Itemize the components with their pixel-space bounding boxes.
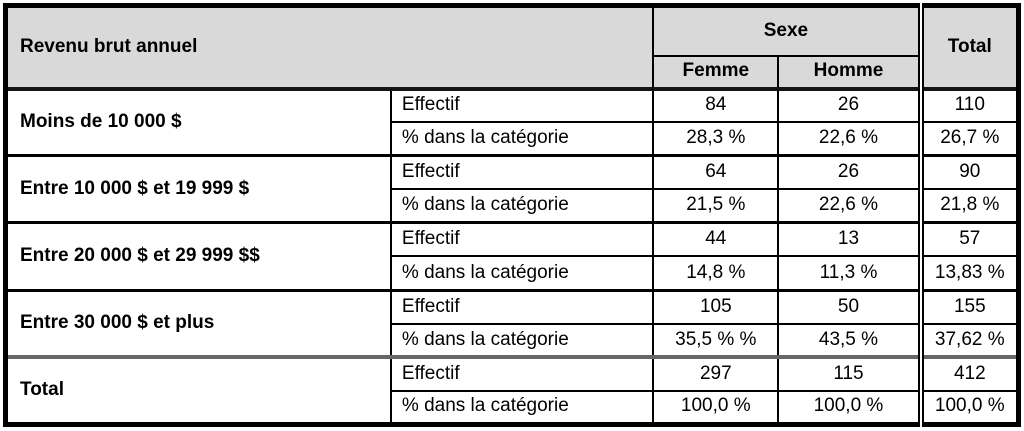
- category-cell: Entre 30 000 $ et plus: [4, 288, 392, 359]
- table-row: % dans la catégorie 28,3 % 22,6 % 26,7 %: [6, 121, 1020, 157]
- pct-label: % dans la catégorie: [389, 322, 655, 359]
- value-homme: 50: [777, 288, 922, 325]
- value-femme: 21,5 %: [652, 188, 780, 224]
- category-cell: Moins de 10 000 $: [4, 86, 392, 157]
- crosstab-table: Revenu brut annuel Sexe Total Femme Homm…: [3, 3, 1021, 427]
- value-homme: 115: [777, 355, 922, 392]
- value-total: 110: [917, 86, 1020, 124]
- category-cell: Entre 10 000 $ et 19 999 $: [4, 154, 392, 224]
- header-sexe: Sexe: [652, 4, 922, 57]
- table-row: Moins de 10 000 $ Effectif 84 26 110: [4, 86, 1020, 157]
- pct-label: % dans la catégorie: [389, 188, 655, 224]
- value-femme: 35,5 % %: [652, 322, 780, 359]
- header-homme: Homme: [777, 54, 922, 90]
- category-cell: Entre 20 000 $ et 29 999 $$: [4, 221, 392, 292]
- value-femme: 28,3 %: [652, 121, 780, 157]
- value-total: 21,8 %: [917, 188, 1020, 224]
- table-row: % dans la catégorie 100,0 % 100,0 % 100,…: [6, 389, 1020, 426]
- table-row: Entre 10 000 $ et 19 999 $ Effectif 64 2…: [4, 154, 1020, 224]
- value-total: 412: [917, 355, 1020, 392]
- table-row: % dans la catégorie 35,5 % % 43,5 % 37,6…: [6, 322, 1020, 359]
- value-homme: 11,3 %: [777, 255, 922, 292]
- value-femme: 84: [652, 86, 780, 124]
- value-homme: 22,6 %: [777, 121, 922, 157]
- value-total: 13,83 %: [917, 255, 1020, 292]
- value-total: 90: [917, 154, 1020, 191]
- value-homme: 22,6 %: [777, 188, 922, 224]
- value-total: 155: [917, 288, 1020, 325]
- table-row: Total Effectif 297 115 412: [4, 355, 1020, 426]
- effectif-label: Effectif: [389, 355, 655, 392]
- effectif-label: Effectif: [389, 221, 655, 258]
- value-homme: 100,0 %: [777, 389, 922, 426]
- value-femme: 14,8 %: [652, 255, 780, 292]
- value-femme: 105: [652, 288, 780, 325]
- pct-label: % dans la catégorie: [389, 121, 655, 157]
- value-homme: 26: [777, 86, 922, 124]
- effectif-label: Effectif: [389, 288, 655, 325]
- category-cell: Total: [4, 355, 392, 426]
- table-row: % dans la catégorie 21,5 % 22,6 % 21,8 %: [6, 188, 1020, 224]
- value-femme: 44: [652, 221, 780, 258]
- value-femme: 100,0 %: [652, 389, 780, 426]
- value-homme: 13: [777, 221, 922, 258]
- header-total: Total: [917, 4, 1020, 90]
- value-total: 37,62 %: [917, 322, 1020, 359]
- table-row: Entre 30 000 $ et plus Effectif 105 50 1…: [4, 288, 1020, 359]
- table-row: % dans la catégorie 14,8 % 11,3 % 13,83 …: [6, 255, 1020, 292]
- value-femme: 64: [652, 154, 780, 191]
- effectif-label: Effectif: [389, 154, 655, 191]
- value-homme: 26: [777, 154, 922, 191]
- pct-label: % dans la catégorie: [389, 389, 655, 426]
- header-femme: Femme: [652, 54, 780, 90]
- value-total: 57: [917, 221, 1020, 258]
- table-row: Entre 20 000 $ et 29 999 $$ Effectif 44 …: [4, 221, 1020, 292]
- value-homme: 43,5 %: [777, 322, 922, 359]
- value-total: 100,0 %: [917, 389, 1020, 426]
- value-femme: 297: [652, 355, 780, 392]
- header-revenu: Revenu brut annuel: [4, 4, 655, 90]
- value-total: 26,7 %: [917, 121, 1020, 157]
- pct-label: % dans la catégorie: [389, 255, 655, 292]
- effectif-label: Effectif: [389, 86, 655, 124]
